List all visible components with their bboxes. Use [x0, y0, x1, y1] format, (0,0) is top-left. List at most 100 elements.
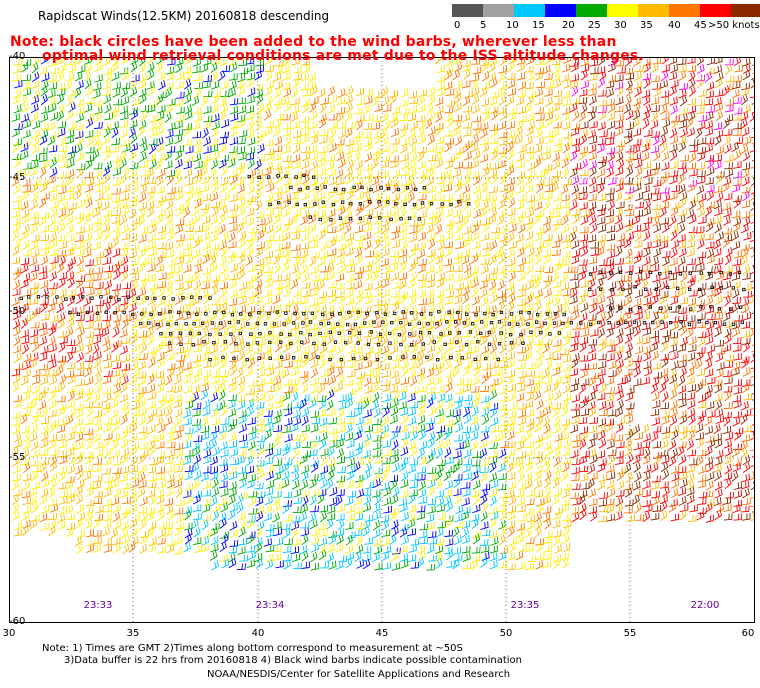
wind-barb [40, 57, 49, 65]
wind-barb [481, 501, 489, 513]
wind-barb [696, 64, 705, 74]
wind-barb [497, 483, 507, 491]
wind-barb [237, 97, 247, 105]
wind-barb [317, 201, 327, 209]
wind-barb [714, 509, 723, 521]
wind-barb [200, 425, 209, 434]
wind-barb [65, 215, 74, 226]
wind-barb [147, 400, 156, 410]
wind-barb [93, 517, 101, 529]
wind-barb [364, 88, 374, 98]
wind-barb [715, 415, 724, 424]
legend-swatch [638, 4, 669, 17]
wind-barb [443, 169, 452, 179]
wind-barb [398, 334, 407, 345]
wind-barb [301, 346, 310, 355]
wind-barb [607, 102, 616, 114]
wind-barb [310, 385, 319, 394]
wind-barb [661, 256, 670, 267]
wind-barb [497, 199, 506, 210]
wind-barb [292, 153, 301, 163]
wind-barb [203, 448, 212, 459]
wind-barb [399, 461, 407, 473]
wind-barb [724, 478, 732, 490]
wind-barb [282, 184, 291, 195]
wind-barb [686, 464, 695, 474]
wind-barb [67, 121, 77, 131]
wind-barb [652, 216, 660, 227]
wind-barb [38, 400, 47, 411]
wind-barb [30, 352, 39, 362]
wind-barb [661, 70, 669, 82]
wind-barb [310, 134, 319, 145]
wind-barb [507, 342, 516, 353]
wind-barb [174, 478, 183, 489]
wind-barb [463, 413, 472, 424]
wind-barb [435, 194, 445, 201]
wind-barb [455, 504, 464, 515]
wind-barb [328, 113, 338, 121]
wind-barb [183, 455, 192, 466]
wind-barb [157, 280, 167, 289]
wind-barb [409, 152, 418, 163]
wind-barb [364, 537, 374, 545]
wind-barb [678, 120, 687, 129]
wind-barb [578, 265, 587, 275]
wind-barb [193, 454, 201, 465]
wind-barb [302, 326, 311, 337]
wind-barb [641, 151, 650, 162]
wind-barb [643, 206, 652, 217]
wind-barb [643, 129, 653, 137]
wind-barb [607, 199, 615, 211]
wind-barb [101, 287, 110, 297]
wind-barb [552, 511, 561, 521]
wind-barb [722, 311, 731, 322]
wind-barb [463, 394, 473, 402]
wind-barb [111, 422, 120, 433]
wind-barb [76, 378, 85, 387]
wind-barb [661, 374, 669, 386]
wind-barb [183, 198, 191, 210]
wind-barb [84, 355, 94, 362]
wind-barb [661, 455, 670, 464]
wind-barb [580, 397, 589, 409]
wind-barb [67, 277, 75, 289]
wind-barb [84, 511, 93, 522]
wind-barb [706, 184, 715, 193]
wind-barb [615, 96, 624, 106]
wind-barb [112, 318, 121, 330]
wind-barb [725, 154, 734, 163]
wind-barb [687, 449, 697, 457]
wind-barb [534, 526, 542, 538]
wind-barb [580, 363, 590, 371]
wind-barb [85, 487, 94, 498]
wind-barb [479, 447, 488, 459]
wind-barb [481, 274, 491, 282]
wind-barb [354, 382, 363, 393]
wind-barb [426, 167, 434, 179]
wind-barb [525, 391, 534, 402]
wind-barb [714, 319, 723, 330]
wind-barb [202, 441, 211, 451]
wind-barb [454, 305, 463, 314]
wind-barb [67, 295, 75, 307]
wind-barb [355, 457, 364, 466]
wind-barb [623, 274, 632, 283]
wind-barb [686, 425, 696, 433]
wind-barb [273, 208, 283, 218]
wind-barb [363, 359, 372, 369]
wind-barb [741, 94, 749, 106]
wind-barb [265, 336, 274, 345]
wind-barb [588, 448, 597, 459]
wind-barb [650, 383, 659, 394]
wind-barb [184, 254, 194, 265]
wind-barb [246, 296, 255, 306]
wind-barb [156, 537, 166, 545]
wind-barb [579, 312, 588, 323]
wind-barb [399, 122, 409, 131]
wind-barb [534, 338, 544, 346]
wind-barb [101, 135, 110, 145]
wind-barb [706, 217, 715, 227]
wind-barb [400, 343, 409, 353]
wind-barb [516, 462, 525, 473]
